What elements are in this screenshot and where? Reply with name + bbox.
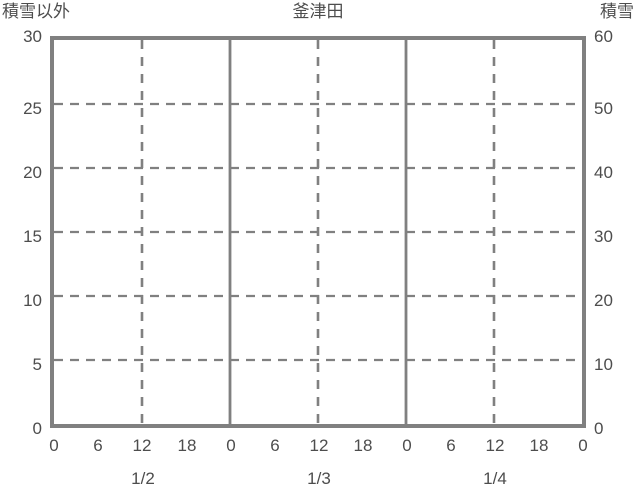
ytick-right-30: 30 [594,227,613,246]
ytick-left-20: 20 [23,163,42,182]
xtick-2: 12 [132,436,152,455]
ytick-right-50: 50 [594,99,613,118]
right-axis-title: 積雪 [600,2,634,21]
ytick-right-40: 40 [594,163,613,182]
ytick-left-30: 30 [23,27,42,46]
ytick-right-20: 20 [594,291,613,310]
vertical-gridlines-dashed [140,40,496,424]
grid-svg [54,40,582,424]
xtick-8: 0 [402,436,412,455]
ytick-right-10: 10 [594,355,613,374]
xtick-1: 6 [93,436,103,455]
ytick-left-25: 25 [23,99,42,118]
ytick-right-60: 60 [594,27,613,46]
day-label-2: 1/3 [307,469,331,488]
xtick-9: 6 [446,436,456,455]
xtick-4: 0 [226,436,236,455]
xtick-6: 12 [309,436,329,455]
ytick-left-5: 5 [32,355,42,374]
chart-title: 釜津田 [292,2,344,21]
xtick-11: 18 [529,436,549,455]
plot-area [50,36,586,428]
left-axis-title: 積雪以外 [2,2,70,21]
xtick-12: 0 [578,436,588,455]
ytick-left-15: 15 [23,227,42,246]
xtick-7: 18 [353,436,373,455]
day-label-3: 1/4 [483,469,507,488]
ytick-left-0: 0 [32,419,42,438]
gridlines-layer [54,40,582,424]
day-label-1: 1/2 [131,469,155,488]
ytick-left-10: 10 [23,291,42,310]
ytick-right-0: 0 [594,419,604,438]
xtick-10: 12 [485,436,505,455]
xtick-0: 0 [49,436,59,455]
xtick-5: 6 [270,436,280,455]
vertical-gridlines-solid [228,40,408,424]
xtick-3: 18 [177,436,197,455]
